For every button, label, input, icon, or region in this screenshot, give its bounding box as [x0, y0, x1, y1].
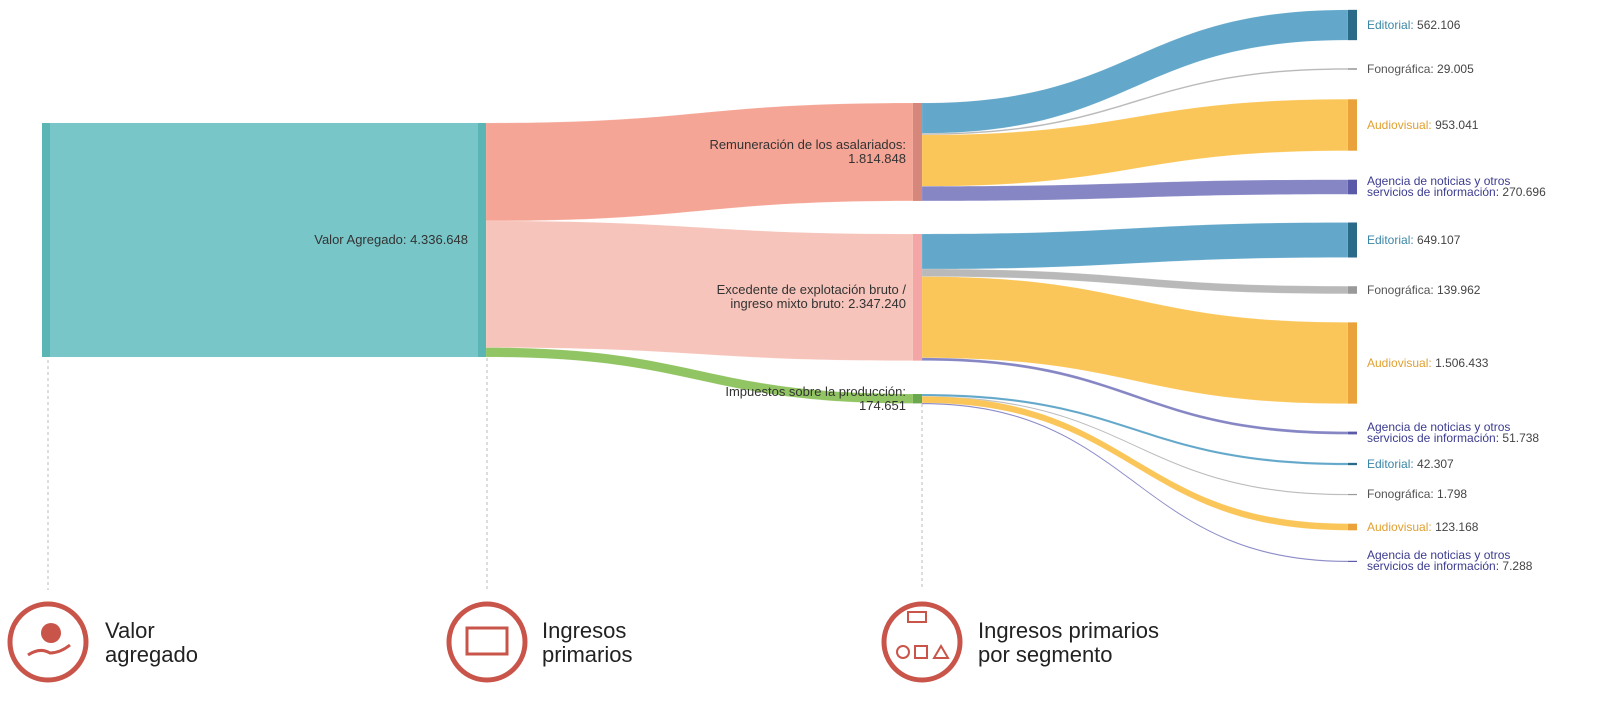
- node-value: 562.106: [1417, 17, 1461, 32]
- node-name: Editorial:: [1367, 17, 1414, 32]
- stage-title-line: Ingresos primarios: [978, 618, 1159, 643]
- node-label: Audiovisual: 1.506.433: [1367, 355, 1553, 370]
- node-label: Audiovisual: 123.168: [1367, 519, 1553, 534]
- node-label: Agencia de noticias y otros servicios de…: [1367, 548, 1553, 573]
- link: [921, 396, 1349, 496]
- link: [921, 276, 1349, 404]
- link: [921, 396, 1349, 531]
- node-value: 7.288: [1502, 559, 1533, 573]
- node-label: Editorial: 42.307: [1367, 456, 1553, 471]
- links: [485, 9, 1349, 563]
- node-value: 123.168: [1435, 519, 1479, 534]
- node-name: Agencia de noticias y otros servicios de…: [1367, 420, 1511, 445]
- node-name: Fonográfica:: [1367, 486, 1434, 501]
- node-label: Fonográfica: 139.962: [1367, 282, 1553, 297]
- node-bar: [1348, 68, 1357, 70]
- node-bar: [478, 123, 486, 357]
- icon-bill: [907, 611, 927, 623]
- node-name: Fonográfica:: [1367, 282, 1434, 297]
- node-value: 2.347.240: [848, 296, 906, 312]
- node-bar: [1348, 493, 1357, 496]
- node-name: Agencia de noticias y otros servicios de…: [1367, 174, 1511, 199]
- stage-title-line: Ingresos: [542, 618, 627, 643]
- node-value: 42.307: [1417, 456, 1454, 471]
- node-block: [50, 123, 478, 357]
- node-label: Impuestos sobre la producción: 174.651: [706, 383, 906, 413]
- node-value: 1.798: [1437, 486, 1468, 501]
- node-bar: [1348, 179, 1357, 195]
- stage-title: Ingresos primarios: [542, 619, 632, 667]
- node-value: 51.738: [1502, 431, 1540, 445]
- node-value: 139.962: [1437, 282, 1481, 297]
- icon-circle: [446, 601, 528, 683]
- node-bar: [1348, 222, 1357, 258]
- icon-hand: [27, 643, 71, 657]
- node-bar: [913, 103, 922, 201]
- node-name: Audiovisual:: [1367, 355, 1432, 370]
- node-name: Editorial:: [1367, 456, 1414, 471]
- node-label: Audiovisual: 953.041: [1367, 117, 1553, 132]
- node-label: Editorial: 649.107: [1367, 232, 1553, 247]
- node-value: 270.696: [1502, 185, 1546, 199]
- node-name: Impuestos sobre la producción:: [725, 383, 906, 399]
- node-label: Fonográfica: 29.005: [1367, 61, 1553, 76]
- node-name: Remuneración de los asalariados:: [709, 136, 906, 152]
- link: [485, 102, 914, 222]
- icon-shape: [896, 645, 910, 659]
- node-value: 1.814.848: [848, 150, 906, 166]
- stage-title-line: primarios: [542, 642, 633, 667]
- node-bar: [1348, 560, 1357, 563]
- node-name: Editorial:: [1367, 232, 1414, 247]
- node-name: Fonográfica:: [1367, 61, 1434, 76]
- node-label: Valor Agregado: 4.336.648: [268, 233, 468, 247]
- stage-title-line: por segmento: [978, 642, 1113, 667]
- icon-shape: [914, 645, 928, 659]
- node-name: Excedente de explotación bruto / ingreso…: [716, 282, 906, 312]
- node-bar: [1348, 99, 1357, 151]
- node-label: Remuneración de los asalariados: 1.814.8…: [706, 136, 906, 166]
- stage-title-line: Valor: [105, 618, 155, 643]
- icon-coin: [41, 623, 61, 643]
- node-value: 29.005: [1437, 61, 1474, 76]
- link: [921, 357, 1349, 435]
- node-bar: [1348, 9, 1357, 41]
- stage-title: Valor agregado: [105, 619, 198, 667]
- link: [921, 9, 1349, 134]
- node-value: 1.506.433: [1435, 355, 1489, 370]
- icon-bill: [465, 626, 509, 656]
- node-label: Editorial: 562.106: [1367, 17, 1553, 32]
- node-bar: [1348, 322, 1357, 404]
- node-label: Fonográfica: 1.798: [1367, 486, 1553, 501]
- link: [921, 402, 1349, 563]
- node-label: Excedente de explotación bruto / ingreso…: [706, 283, 906, 311]
- node-value: 649.107: [1417, 232, 1461, 247]
- node-name: Audiovisual:: [1367, 519, 1432, 534]
- node-value: 174.651: [859, 397, 906, 413]
- link: [921, 222, 1349, 270]
- node-bar: [1348, 462, 1357, 466]
- node-name: Agencia de noticias y otros servicios de…: [1367, 548, 1511, 573]
- node-name: Audiovisual:: [1367, 117, 1432, 132]
- icon-shape: [932, 644, 950, 659]
- node-label: Agencia de noticias y otros servicios de…: [1367, 174, 1553, 199]
- node-bar: [1348, 431, 1357, 435]
- icon-circle: [881, 601, 963, 683]
- node-bar: [913, 234, 922, 361]
- node-value: 4.336.648: [410, 232, 468, 247]
- node-value: 953.041: [1435, 117, 1479, 132]
- node-bar: [913, 394, 922, 404]
- node-label: Agencia de noticias y otros servicios de…: [1367, 420, 1553, 445]
- stage-title-line: agregado: [105, 642, 198, 667]
- stage-title: Ingresos primarios por segmento: [978, 619, 1159, 667]
- node-name: Valor Agregado:: [314, 232, 407, 247]
- link: [485, 347, 914, 404]
- node-bar: [1348, 523, 1357, 531]
- stage-icons: [7, 601, 963, 683]
- node-bar: [1348, 286, 1357, 294]
- node-bar: [42, 123, 50, 357]
